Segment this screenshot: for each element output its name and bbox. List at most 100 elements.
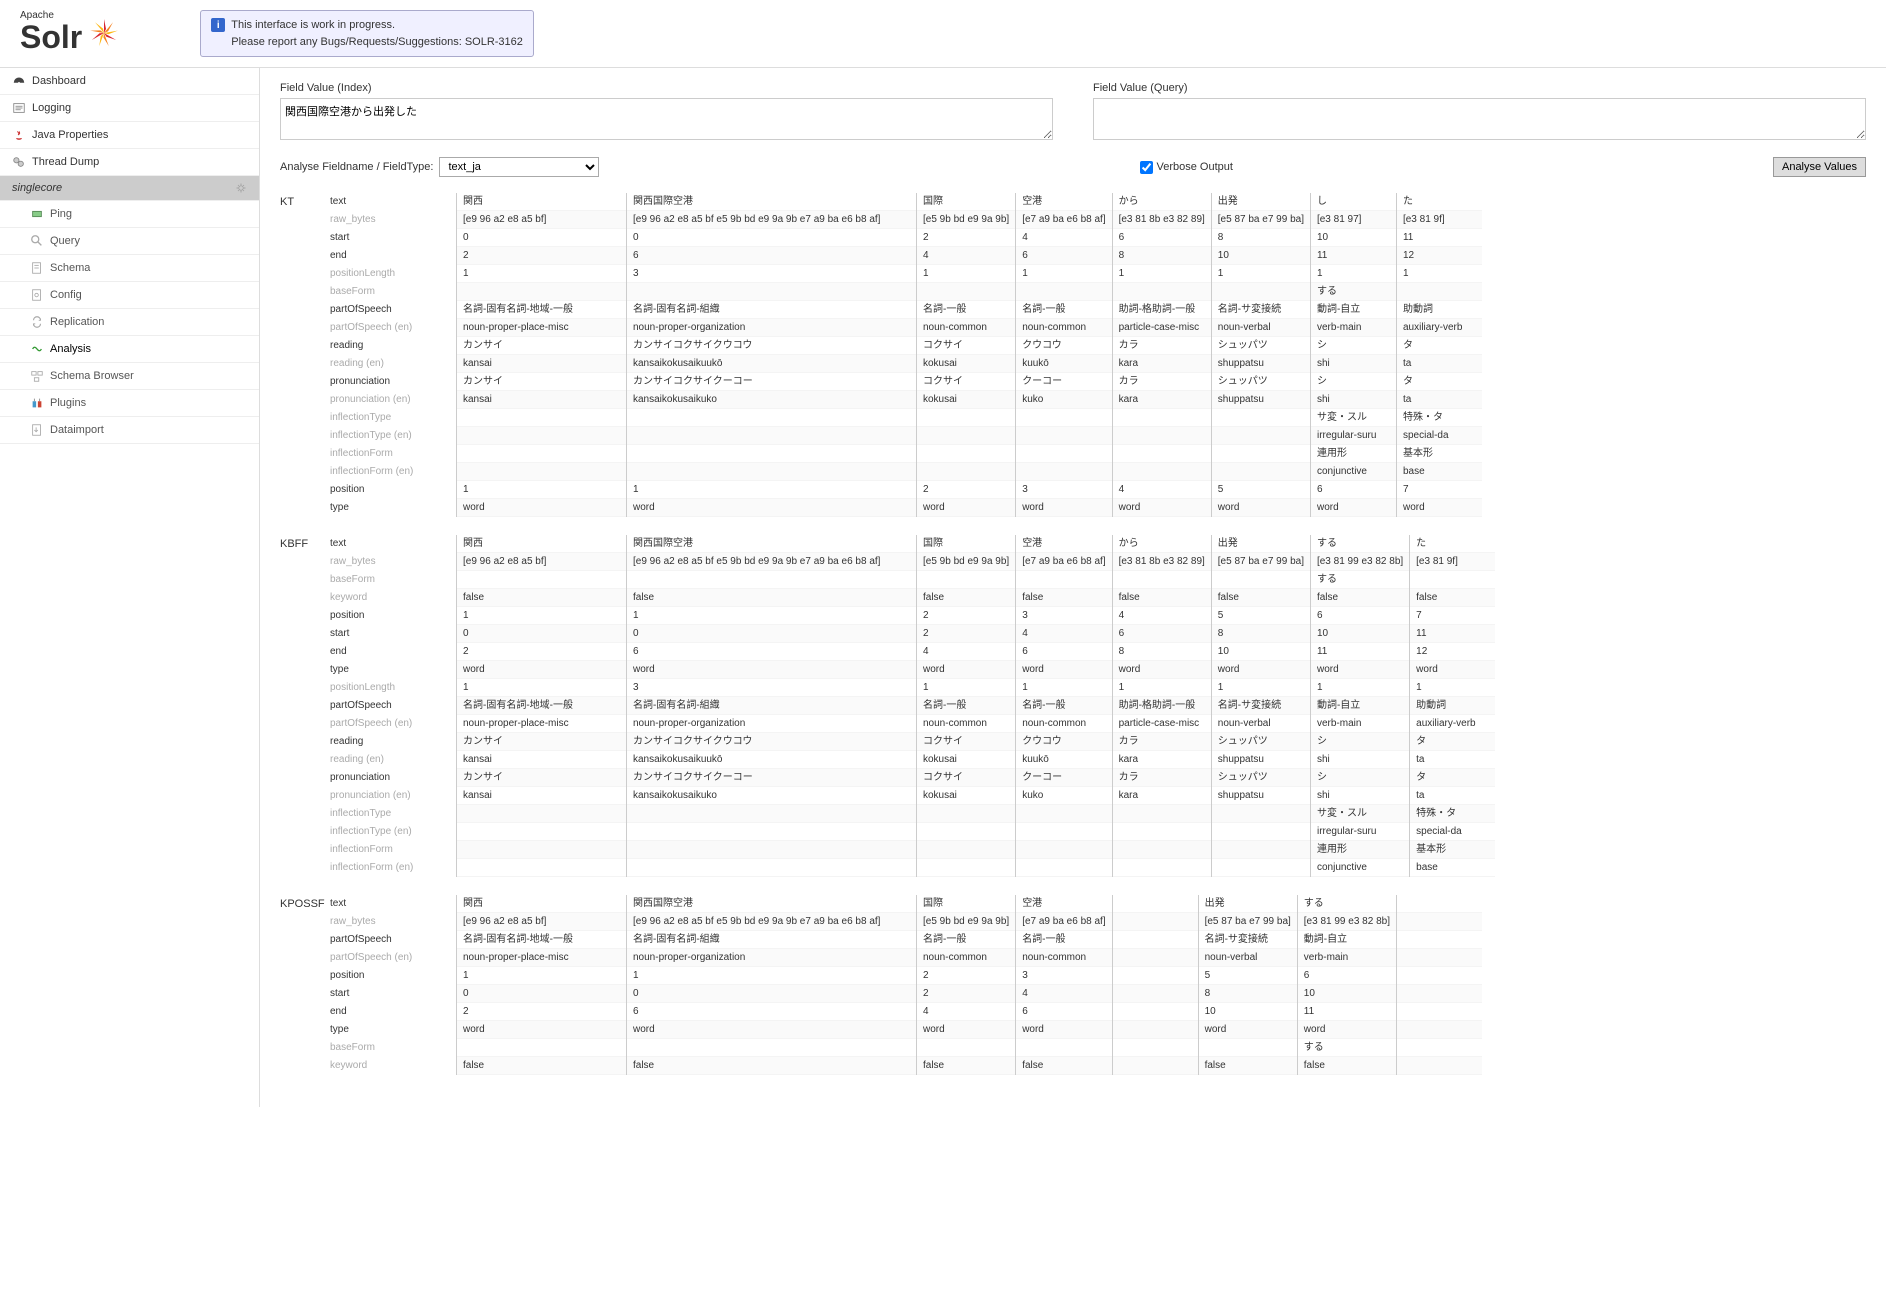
token-cell: 動詞-自立	[1311, 697, 1409, 715]
attr-label: inflectionForm (en)	[326, 859, 456, 877]
token-cell	[917, 571, 1015, 589]
token-cell: 1	[1212, 265, 1310, 283]
token-cell	[457, 1039, 626, 1057]
token-cell: kansai	[457, 391, 626, 409]
token-cell: word	[1311, 661, 1409, 679]
attr-label: inflectionType	[326, 409, 456, 427]
nav-dataimport[interactable]: Dataimport	[0, 417, 259, 444]
token-cell: false	[457, 589, 626, 607]
attr-label: inflectionForm (en)	[326, 463, 456, 481]
token-cell	[1397, 985, 1482, 1003]
token-cell: 3	[627, 679, 916, 697]
schema-browser-icon	[30, 369, 44, 383]
verbose-checkbox-input[interactable]	[1140, 161, 1153, 174]
nav-schema-browser-label: Schema Browser	[50, 370, 134, 382]
attr-label: reading (en)	[326, 355, 456, 373]
nav-plugins[interactable]: Plugins	[0, 390, 259, 417]
token-cell: word	[1113, 499, 1211, 517]
token-cell: シ	[1311, 337, 1396, 355]
token-cell: 助詞-格助詞-一般	[1113, 697, 1211, 715]
field-value-query-input[interactable]	[1093, 98, 1866, 140]
token-cell: noun-verbal	[1199, 949, 1297, 967]
token-cell: [e3 81 9f]	[1410, 553, 1495, 571]
attr-label: inflectionType	[326, 805, 456, 823]
token-cell: kansaikokusaikuko	[627, 391, 916, 409]
nav-dashboard[interactable]: Dashboard	[0, 68, 259, 95]
token-cell: [e7 a9 ba e6 b8 af]	[1016, 913, 1111, 931]
token-cell: カンサイ	[457, 373, 626, 391]
token-column: 関西[e9 96 a2 e8 a5 bf]021 名詞-固有名詞-地域-一般no…	[456, 193, 626, 517]
token-cell	[1016, 841, 1111, 859]
fieldtype-select[interactable]: text_ja	[439, 157, 599, 177]
token-cell: shuppatsu	[1212, 391, 1310, 409]
nav-core-singlecore[interactable]: singlecore	[0, 176, 259, 201]
nav-thread-dump[interactable]: Thread Dump	[0, 149, 259, 176]
nav-schema-browser[interactable]: Schema Browser	[0, 363, 259, 390]
token-cell	[627, 427, 916, 445]
token-cell: 0	[457, 625, 626, 643]
attr-label: end	[326, 1003, 456, 1021]
attr-label: type	[326, 1021, 456, 1039]
nav-schema[interactable]: Schema	[0, 255, 259, 282]
token-cell: 関西国際空港	[627, 193, 916, 211]
token-cell: [e3 81 99 e3 82 8b]	[1298, 913, 1396, 931]
token-cell: 6	[627, 1003, 916, 1021]
verbose-output-checkbox[interactable]: Verbose Output	[1140, 161, 1233, 174]
attr-label: type	[326, 661, 456, 679]
nav-java-properties[interactable]: Java Properties	[0, 122, 259, 149]
token-columns: 関西[e9 96 a2 e8 a5 bf]名詞-固有名詞-地域-一般noun-p…	[456, 895, 1866, 1075]
nav-replication[interactable]: Replication	[0, 309, 259, 336]
nav-core-label: singlecore	[12, 182, 62, 194]
token-cell	[1397, 895, 1482, 913]
token-cell: word	[1298, 1021, 1396, 1039]
token-cell	[1113, 913, 1198, 931]
attr-label: baseForm	[326, 571, 456, 589]
token-columns: 関西[e9 96 a2 e8 a5 bf]021 名詞-固有名詞-地域-一般no…	[456, 193, 1866, 517]
token-cell: 2	[457, 643, 626, 661]
attr-labels: textraw_bytesstartendpositionLengthbaseF…	[326, 193, 456, 517]
token-cell	[457, 823, 626, 841]
token-cell: 空港	[1016, 535, 1111, 553]
token-cell: た	[1410, 535, 1495, 553]
token-cell: 関西国際空港	[627, 895, 916, 913]
token-cell	[1113, 985, 1198, 1003]
token-cell: 11	[1397, 229, 1482, 247]
token-cell: 4	[1016, 985, 1111, 1003]
token-cell: word	[1311, 499, 1396, 517]
token-cell: shi	[1311, 787, 1409, 805]
token-cell: カラ	[1113, 337, 1211, 355]
token-cell: 連用形	[1311, 445, 1396, 463]
token-column: する[e3 81 99 e3 82 8b]動詞-自立verb-main61011…	[1297, 895, 1396, 1075]
token-cell	[627, 823, 916, 841]
token-cell	[627, 805, 916, 823]
token-cell: word	[457, 661, 626, 679]
token-cell: カンサイコクサイクウコウ	[627, 733, 916, 751]
analyse-values-button[interactable]: Analyse Values	[1773, 157, 1866, 177]
replication-icon	[30, 315, 44, 329]
token-cell: 8	[1113, 643, 1211, 661]
token-cell: 6	[1113, 229, 1211, 247]
token-cell: 名詞-固有名詞-組織	[627, 301, 916, 319]
token-cell	[1212, 427, 1310, 445]
token-cell: noun-proper-organization	[627, 949, 916, 967]
token-cell: 1	[627, 607, 916, 625]
field-value-index-input[interactable]	[280, 98, 1053, 140]
nav-ping[interactable]: Ping	[0, 201, 259, 228]
token-cell: タ	[1410, 733, 1495, 751]
token-cell: 0	[627, 229, 916, 247]
attr-label: partOfSpeech (en)	[326, 949, 456, 967]
nav-logging[interactable]: Logging	[0, 95, 259, 122]
attr-label: end	[326, 643, 456, 661]
nav-plugins-label: Plugins	[50, 397, 86, 409]
nav-query[interactable]: Query	[0, 228, 259, 255]
token-column: 関西[e9 96 a2 e8 a5 bf] false102word1名詞-固有…	[456, 535, 626, 877]
nav-analysis-label: Analysis	[50, 343, 91, 355]
token-cell: カンサイ	[457, 769, 626, 787]
nav-config[interactable]: Config	[0, 282, 259, 309]
token-cell: word	[1199, 1021, 1297, 1039]
token-cell: 6	[1298, 967, 1396, 985]
token-cell	[1212, 409, 1310, 427]
nav-analysis[interactable]: Analysis	[0, 336, 259, 363]
attr-label: text	[326, 895, 456, 913]
token-cell: shuppatsu	[1212, 787, 1310, 805]
